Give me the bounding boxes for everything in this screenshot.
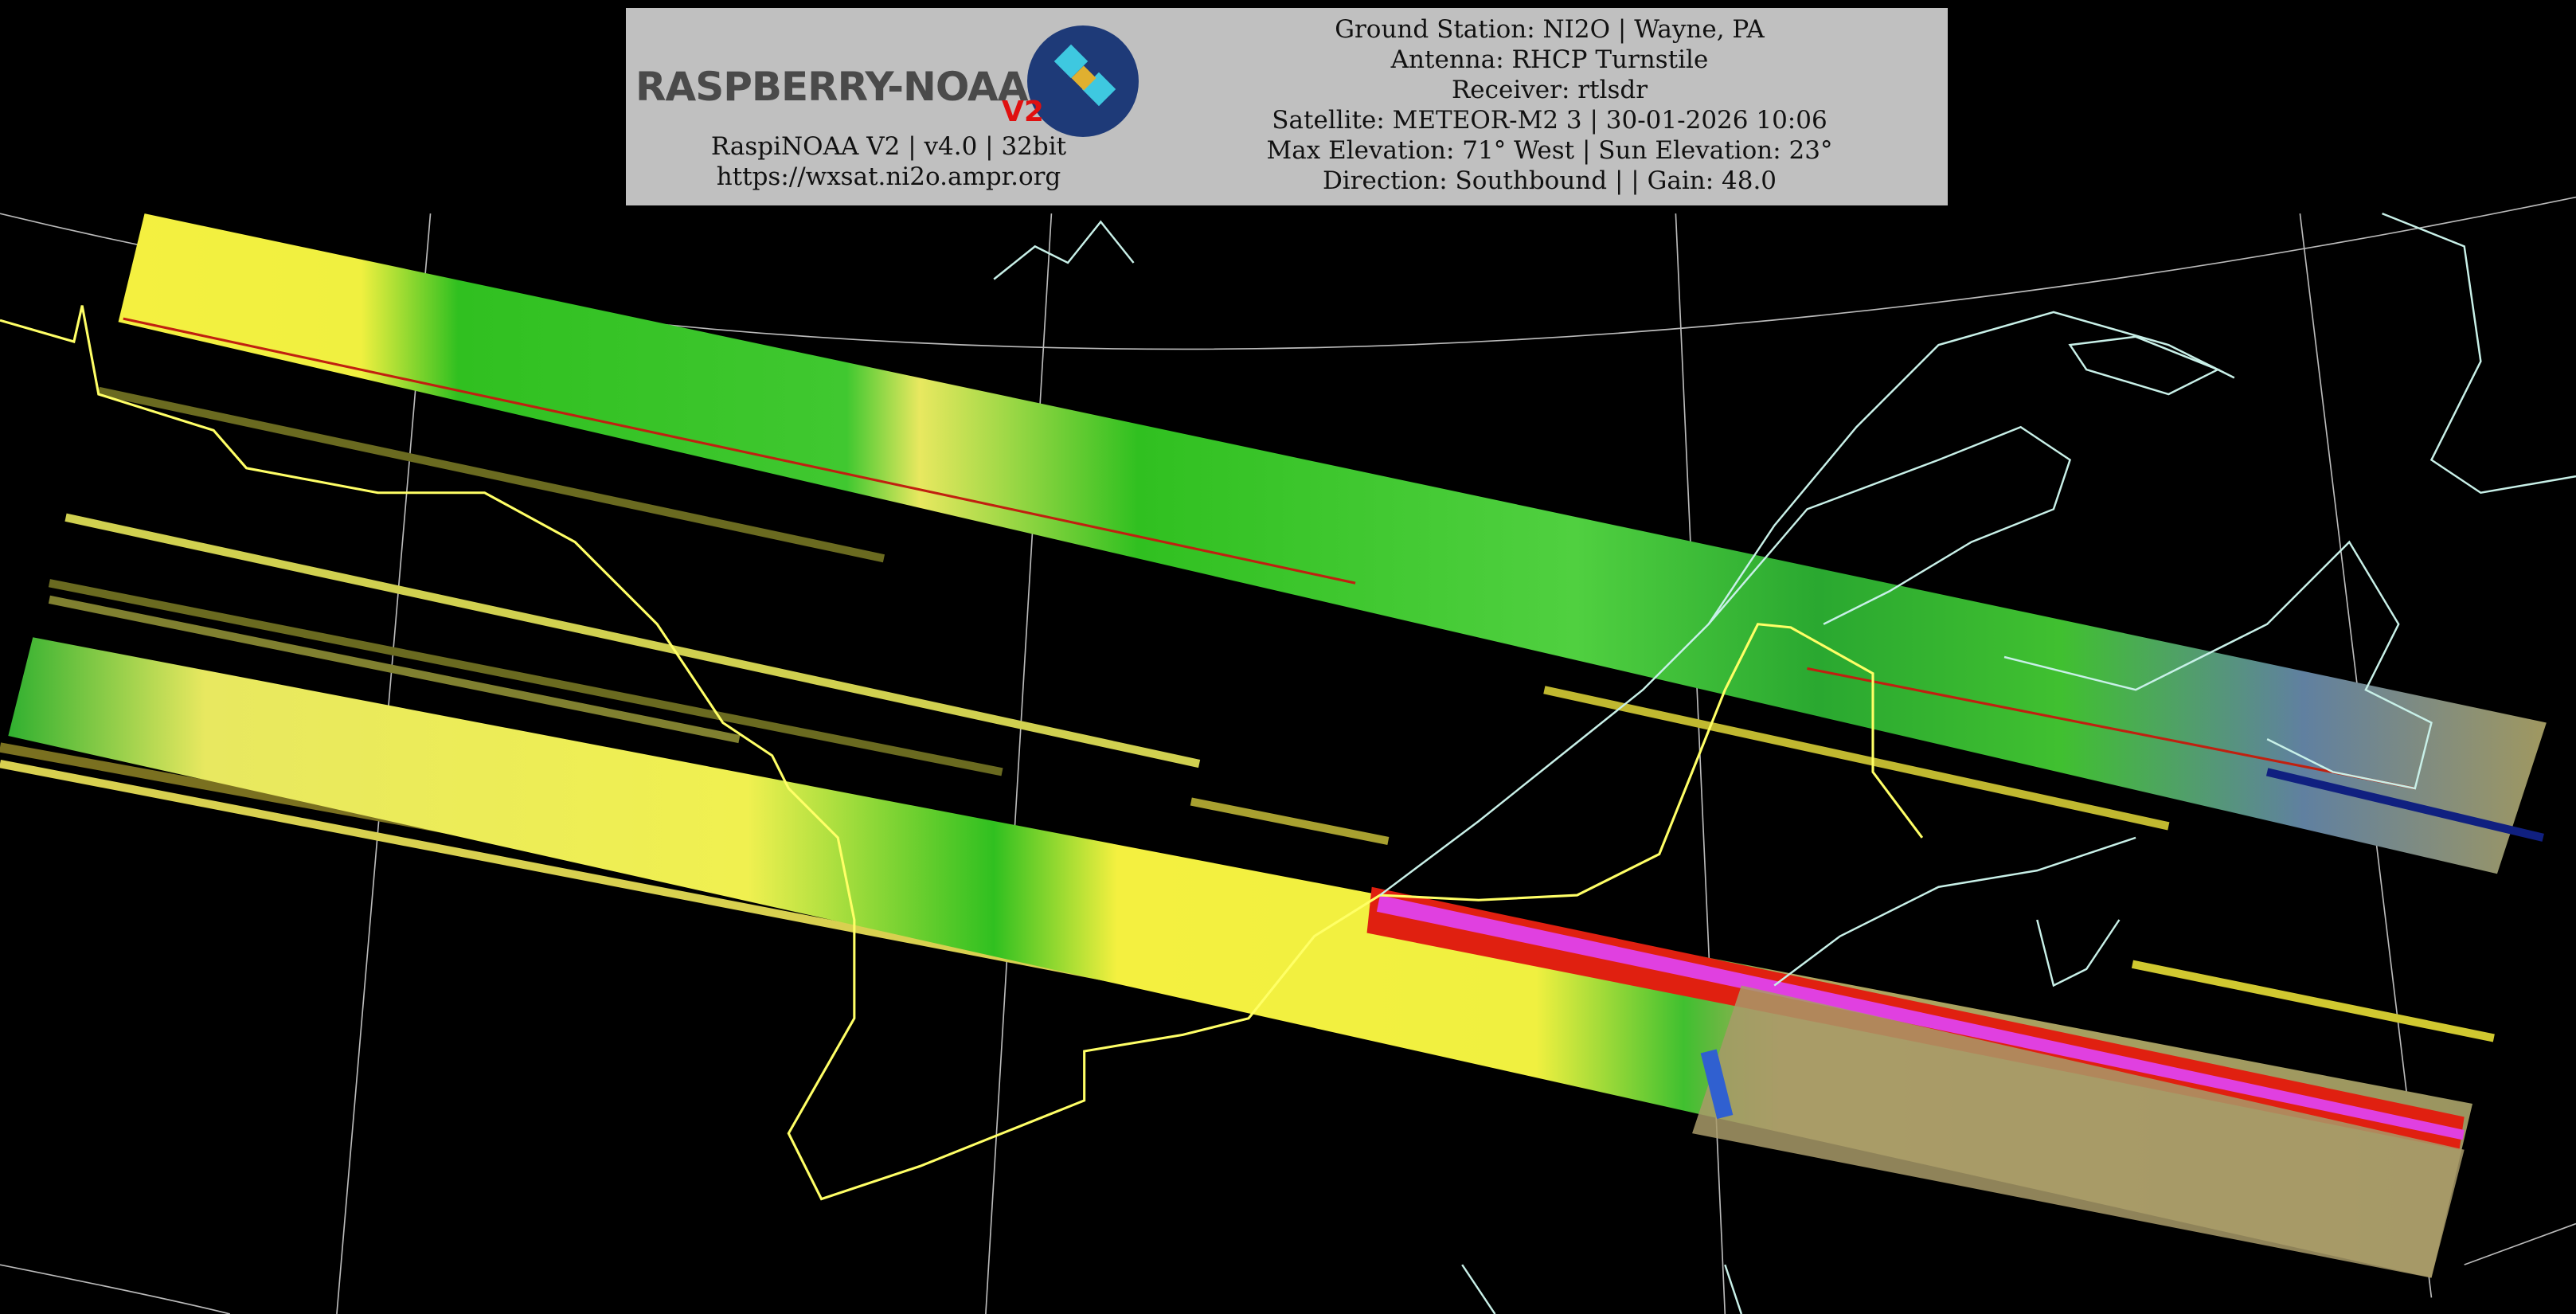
border-line: [0, 305, 1924, 1201]
pass-details: Ground Station: NI2O | Wayne, PA Antenna…: [1183, 14, 1916, 196]
logo-text: RASPBERRY-NOAA: [635, 64, 1028, 110]
logo-version: V2: [1002, 96, 1044, 128]
station-url: https://wxsat.ni2o.ampr.org: [716, 162, 1061, 191]
swath-lower: [8, 637, 2473, 1278]
pass-info-header: RASPBERRY-NOAA V2 RaspiNOAA V2 | v4.0 | …: [626, 8, 1948, 205]
coastline: [993, 212, 2576, 1314]
receiver: Receiver: rtlsdr: [1451, 76, 1648, 104]
elevation: Max Elevation: 71° West | Sun Elevation:…: [1266, 136, 1833, 165]
raspberry-noaa-logo: RASPBERRY-NOAA V2: [635, 24, 1139, 143]
software-version: RaspiNOAA V2 | v4.0 | 32bit: [710, 132, 1067, 161]
ground-station: Ground Station: NI2O | Wayne, PA: [1335, 15, 1765, 44]
scan-fragments: [0, 386, 2495, 1042]
swath-upper: [118, 213, 2547, 874]
antenna: Antenna: RHCP Turnstile: [1390, 45, 1709, 74]
direction-gain: Direction: Southbound | | Gain: 48.0: [1322, 166, 1777, 195]
software-info: RaspiNOAA V2 | v4.0 | 32bit https://wxsa…: [674, 131, 1104, 192]
satellite: Satellite: METEOR-M2 3 | 30-01-2026 10:0…: [1272, 106, 1827, 135]
satellite-icon: [1027, 25, 1139, 137]
